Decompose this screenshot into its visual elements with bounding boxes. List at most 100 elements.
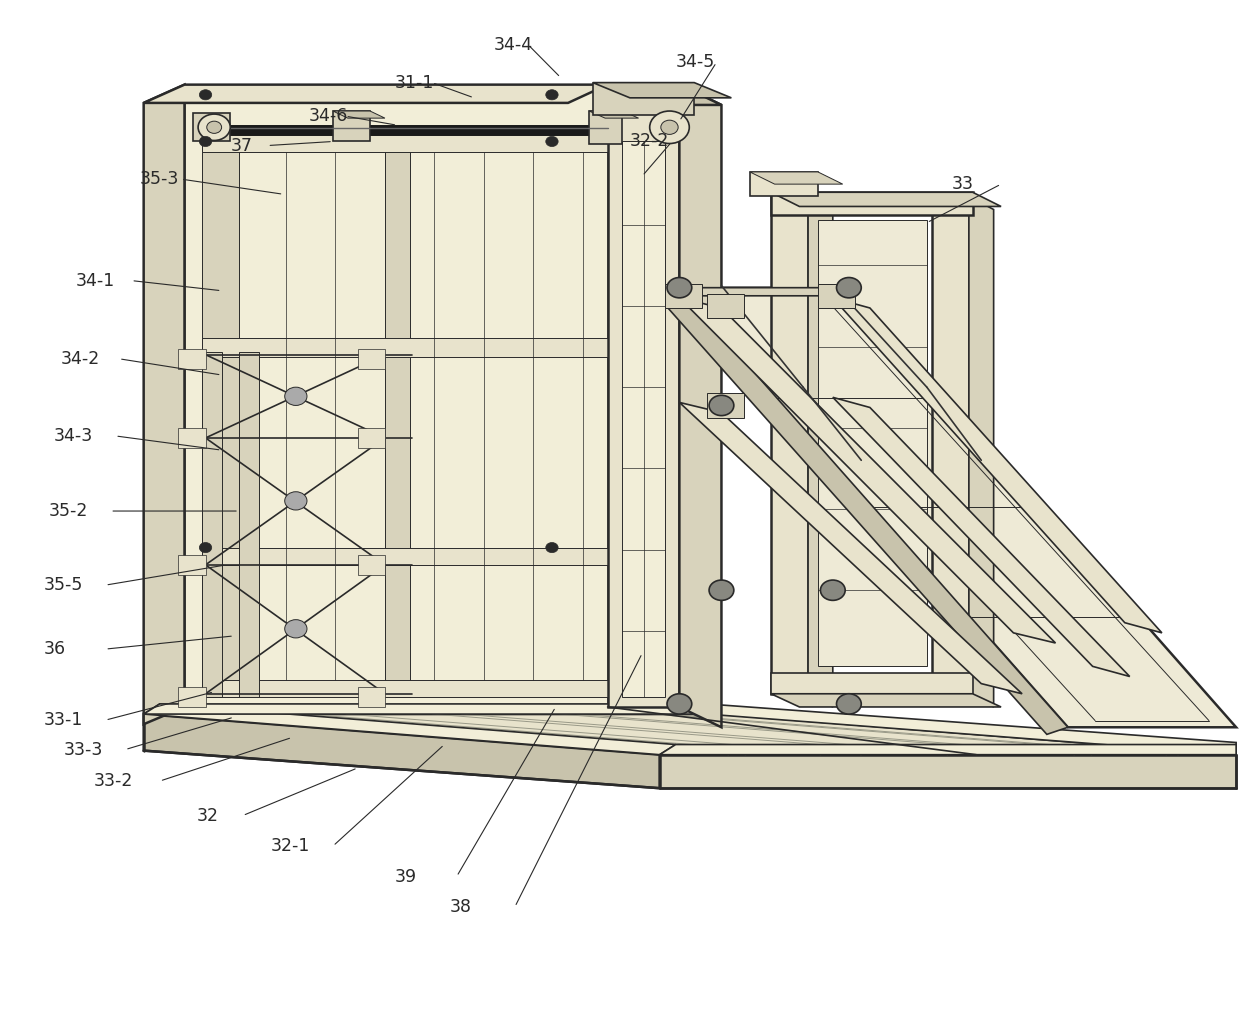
Polygon shape xyxy=(593,82,694,115)
Text: 33-3: 33-3 xyxy=(63,741,103,758)
Text: 32: 32 xyxy=(197,806,219,825)
Polygon shape xyxy=(968,196,993,706)
Polygon shape xyxy=(185,84,608,706)
Polygon shape xyxy=(680,298,1055,643)
Polygon shape xyxy=(357,687,384,706)
Polygon shape xyxy=(771,192,972,215)
Circle shape xyxy=(200,90,212,100)
Polygon shape xyxy=(144,703,722,714)
Polygon shape xyxy=(179,428,206,448)
Polygon shape xyxy=(657,288,1068,734)
Circle shape xyxy=(546,90,558,100)
Polygon shape xyxy=(680,288,1236,727)
Polygon shape xyxy=(144,703,676,754)
Polygon shape xyxy=(357,348,384,369)
Polygon shape xyxy=(144,714,1236,754)
Text: 35-5: 35-5 xyxy=(43,576,83,595)
Polygon shape xyxy=(202,351,222,696)
Polygon shape xyxy=(750,172,843,184)
Polygon shape xyxy=(334,111,370,142)
Text: 34-5: 34-5 xyxy=(676,53,715,71)
Text: 35-2: 35-2 xyxy=(48,502,88,520)
Circle shape xyxy=(285,492,308,510)
Polygon shape xyxy=(707,294,744,319)
Polygon shape xyxy=(707,393,744,417)
Polygon shape xyxy=(210,125,608,135)
Polygon shape xyxy=(931,196,968,694)
Polygon shape xyxy=(144,84,608,103)
Circle shape xyxy=(709,395,734,415)
Polygon shape xyxy=(202,131,608,152)
Polygon shape xyxy=(179,348,206,369)
Circle shape xyxy=(200,543,212,553)
Circle shape xyxy=(198,114,231,140)
Polygon shape xyxy=(771,192,1001,207)
Polygon shape xyxy=(384,142,409,696)
Polygon shape xyxy=(193,113,231,142)
Polygon shape xyxy=(680,402,1022,694)
Polygon shape xyxy=(818,220,926,667)
Polygon shape xyxy=(144,84,185,724)
Polygon shape xyxy=(750,172,818,196)
Polygon shape xyxy=(357,555,384,575)
Polygon shape xyxy=(589,111,639,118)
Text: 37: 37 xyxy=(231,136,252,155)
Polygon shape xyxy=(660,744,1236,754)
Circle shape xyxy=(650,111,689,144)
Polygon shape xyxy=(239,351,259,696)
Circle shape xyxy=(285,387,308,405)
Text: 34-1: 34-1 xyxy=(76,272,115,289)
Text: 33-2: 33-2 xyxy=(94,772,134,790)
Polygon shape xyxy=(202,338,608,356)
Polygon shape xyxy=(818,284,856,308)
Polygon shape xyxy=(589,111,622,144)
Polygon shape xyxy=(808,196,833,706)
Text: 31-1: 31-1 xyxy=(394,73,434,92)
Text: 34-3: 34-3 xyxy=(53,427,93,445)
Polygon shape xyxy=(771,694,1001,706)
Polygon shape xyxy=(665,284,702,308)
Circle shape xyxy=(546,543,558,553)
Text: 34-4: 34-4 xyxy=(494,36,533,54)
Circle shape xyxy=(200,136,212,147)
Polygon shape xyxy=(334,111,384,118)
Text: 38: 38 xyxy=(449,898,471,916)
Circle shape xyxy=(837,694,862,714)
Circle shape xyxy=(667,278,692,298)
Polygon shape xyxy=(680,84,722,727)
Text: 32-1: 32-1 xyxy=(272,837,310,855)
Text: 35-3: 35-3 xyxy=(140,170,180,188)
Circle shape xyxy=(207,121,222,133)
Circle shape xyxy=(661,120,678,134)
Text: 33-1: 33-1 xyxy=(43,712,83,729)
Polygon shape xyxy=(660,754,1236,788)
Polygon shape xyxy=(202,142,255,149)
Text: 32-2: 32-2 xyxy=(630,132,670,151)
Polygon shape xyxy=(593,82,732,98)
Polygon shape xyxy=(357,428,384,448)
Polygon shape xyxy=(657,288,849,296)
Circle shape xyxy=(837,278,862,298)
Text: 34-6: 34-6 xyxy=(309,107,347,125)
Polygon shape xyxy=(179,555,206,575)
Text: 36: 36 xyxy=(43,640,66,658)
Polygon shape xyxy=(833,397,1130,677)
Circle shape xyxy=(546,136,558,147)
Polygon shape xyxy=(833,298,1162,633)
Text: 33: 33 xyxy=(951,175,973,193)
Text: 34-2: 34-2 xyxy=(61,350,100,367)
Circle shape xyxy=(821,580,846,601)
Polygon shape xyxy=(622,142,665,696)
Polygon shape xyxy=(179,687,206,706)
Circle shape xyxy=(285,620,308,638)
Polygon shape xyxy=(771,196,808,694)
Circle shape xyxy=(667,694,692,714)
Polygon shape xyxy=(144,714,660,788)
Text: 39: 39 xyxy=(394,867,417,886)
Polygon shape xyxy=(202,142,239,696)
Polygon shape xyxy=(608,84,722,105)
Polygon shape xyxy=(771,674,972,694)
Circle shape xyxy=(709,580,734,601)
Polygon shape xyxy=(202,548,608,565)
Polygon shape xyxy=(202,680,608,696)
